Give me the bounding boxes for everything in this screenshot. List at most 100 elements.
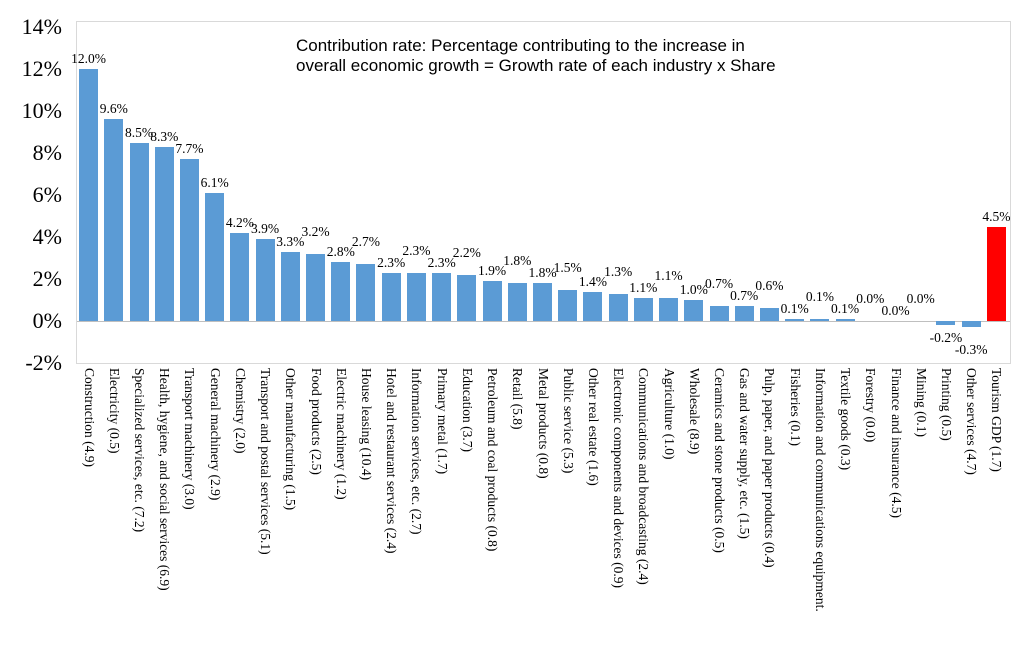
bar-value-label: 1.1% [654, 267, 683, 283]
bar-value-label: 3.3% [276, 233, 305, 249]
bar [280, 251, 300, 321]
bar-value-label: 0.7% [730, 288, 759, 304]
y-tick-label: 4% [32, 224, 62, 249]
category-label: Electric machinery (1.2) [333, 368, 349, 500]
y-tick-label: 10% [21, 98, 62, 123]
category-label: Construction (4.9) [81, 368, 97, 467]
category-label: Mining (0.1) [913, 368, 929, 437]
bar [986, 226, 1006, 321]
bar-value-label: 1.9% [478, 263, 507, 279]
y-tick-label: -2% [25, 350, 62, 375]
bar [759, 308, 779, 321]
category-label: Finance and insurance (4.5) [888, 368, 904, 518]
bar-value-label: 0.7% [704, 276, 734, 292]
category-label: Agriculture (1.0) [661, 368, 677, 460]
bar-value-label: 1.4% [578, 273, 607, 289]
bar [507, 283, 527, 321]
bar [785, 318, 805, 321]
bar-value-label: 0.6% [755, 278, 784, 294]
bar [154, 146, 174, 321]
bar [558, 289, 578, 321]
bar-value-label: 0.0% [906, 291, 935, 306]
category-label: Metal products (0.8) [535, 368, 551, 479]
category-label: Specialized services, etc. (7.2) [132, 368, 148, 533]
bar [659, 297, 679, 321]
category-label: Forestry (0.0) [863, 368, 879, 443]
y-tick-label: 8% [32, 140, 62, 165]
bar-value-label: 1.8% [503, 253, 532, 269]
category-label: Wholesale (8.9) [686, 368, 702, 455]
bar-value-label: 7.7% [175, 141, 204, 157]
category-label: Other manufacturing (1.5) [283, 368, 299, 511]
bar [255, 239, 275, 321]
bar-value-label: 1.8% [528, 265, 557, 281]
bar [205, 192, 225, 321]
bar-value-label: 3.2% [301, 223, 330, 239]
bar-value-label: 4.2% [225, 214, 254, 230]
bar-value-label: -0.2% [929, 330, 963, 346]
chart-title-line-1: Contribution rate: Percentage contributi… [296, 36, 745, 55]
category-label: General machinery (2.9) [207, 368, 223, 501]
category-label: Other services (4.7) [964, 368, 980, 475]
category-label: Transport and postal services (5.1) [258, 368, 274, 555]
bar [608, 293, 628, 321]
bar-value-label: 9.6% [99, 101, 128, 117]
bar [835, 318, 855, 321]
category-label: Information and communications equipment… [812, 368, 828, 612]
bar [179, 159, 199, 321]
category-label: Transport machinery (3.0) [182, 368, 198, 510]
bar [961, 321, 981, 328]
bar [79, 69, 99, 321]
bar-value-label: 8.3% [150, 128, 179, 144]
bar-value-label: 0.1% [805, 288, 834, 304]
category-label: Electronic components and devices (0.9) [611, 368, 627, 589]
bar [482, 281, 502, 321]
bar-value-label: 4.5% [982, 208, 1011, 224]
category-label: Education (3.7) [459, 368, 475, 452]
y-tick-label: 6% [32, 182, 62, 207]
bar-value-label: 2.7% [351, 234, 381, 250]
bar [432, 272, 452, 321]
bar [936, 321, 956, 326]
bar [381, 272, 401, 321]
y-tick-label: 0% [32, 308, 62, 333]
category-label: Other real estate (1.6) [585, 368, 601, 486]
bar [709, 306, 729, 321]
bar [306, 253, 326, 321]
category-label: Electricity (0.5) [106, 368, 122, 454]
category-label: Public service (5.3) [560, 368, 576, 474]
bar [734, 306, 754, 321]
chart-title: Contribution rate: Percentage contributi… [296, 36, 836, 75]
y-axis: 14% 12% 10% 8% 6% 4% 2% 0% -2% [0, 0, 62, 400]
category-label: Chemistry (2.0) [232, 368, 248, 454]
bar-value-label: 3.9% [251, 221, 280, 237]
bar [457, 274, 477, 321]
category-label: Food products (2.5) [308, 368, 324, 475]
category-label: Tourism GDP (1.7) [989, 368, 1005, 472]
y-tick-label: 14% [21, 14, 62, 39]
bar-value-label: 0.0% [856, 291, 885, 306]
bar-value-label: 8.5% [124, 124, 154, 140]
bar-value-label: 0.0% [881, 303, 910, 318]
bar [533, 283, 552, 321]
category-label: House leasing (10.4) [358, 368, 374, 481]
bar-value-label: 2.3% [427, 254, 456, 270]
bar-value-label: 2.3% [377, 254, 406, 270]
bar-value-label: 6.1% [200, 174, 229, 190]
bar [129, 142, 149, 321]
y-tick-label: 2% [32, 266, 62, 291]
bar-value-label: 1.1% [629, 279, 658, 295]
category-label: Textile goods (0.3) [838, 368, 854, 471]
category-label: Retail (5.8) [510, 368, 526, 430]
category-label: Ceramics and stone products (0.5) [712, 368, 727, 553]
category-label: Information services, etc. (2.7) [409, 368, 425, 535]
bar-value-label: 1.3% [604, 263, 633, 279]
bar-value-label: 0.1% [780, 300, 809, 316]
bar-value-label: 1.0% [679, 282, 708, 297]
bar-value-label: 0.1% [831, 300, 860, 316]
bar [331, 262, 351, 321]
category-label: Petroleum and coal products (0.8) [485, 368, 501, 552]
bar [684, 300, 704, 321]
bar [230, 232, 250, 321]
